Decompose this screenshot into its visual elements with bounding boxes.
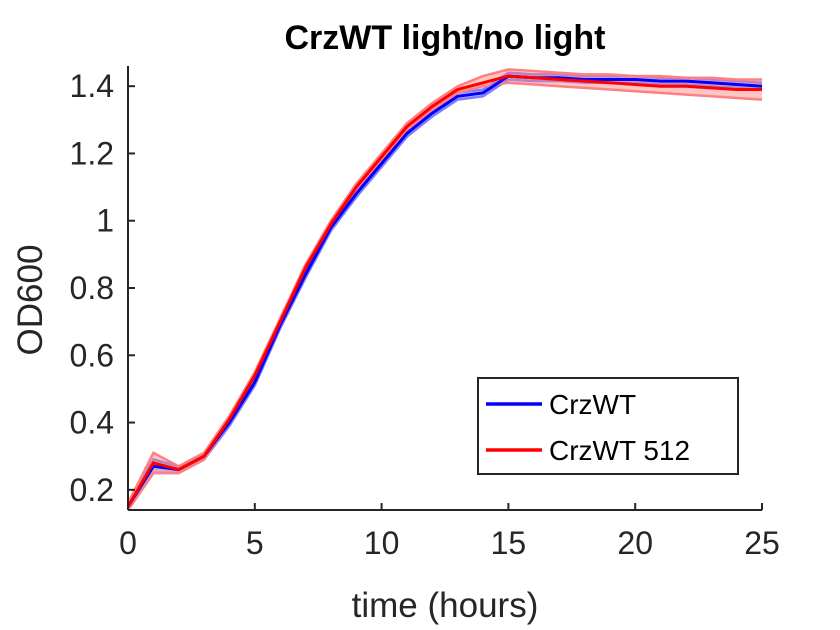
series-line-crzwt — [126, 74, 763, 508]
y-axis-label: OD600 — [11, 245, 50, 356]
chart-title: CrzWT light/no light — [284, 19, 605, 57]
x-tick-label: 0 — [119, 525, 137, 561]
y-axis-ticks: 0.2 0.4 0.6 0.8 1 1.2 1.4 — [70, 68, 135, 508]
legend: CrzWT CrzWT 512 — [477, 377, 739, 475]
y-tick-label: 1.4 — [70, 68, 114, 104]
band-lower-crzwt — [126, 78, 763, 511]
x-tick-label: 10 — [364, 525, 400, 561]
series-lines — [126, 74, 763, 508]
legend-label-crzwt: CrzWT — [549, 389, 636, 420]
band-upper-crzwt-512 — [126, 68, 762, 504]
x-axis-ticks: 0 5 10 15 20 25 — [119, 503, 780, 561]
x-axis-label: time (hours) — [352, 586, 539, 625]
legend-label-crzwt-512: CrzWT 512 — [549, 435, 690, 466]
y-tick-label: 1 — [96, 203, 114, 239]
y-tick-label: 0.8 — [70, 270, 114, 306]
y-tick-label: 0.2 — [70, 472, 114, 508]
legend-box — [477, 377, 739, 475]
y-tick-label: 0.4 — [70, 405, 114, 441]
x-tick-label: 20 — [617, 525, 653, 561]
series-line-crzwt-512 — [126, 74, 762, 508]
x-tick-label: 5 — [246, 525, 264, 561]
y-tick-label: 1.2 — [70, 135, 114, 171]
y-tick-label: 0.6 — [70, 337, 114, 373]
x-tick-label: 25 — [744, 525, 780, 561]
x-tick-label: 15 — [491, 525, 527, 561]
